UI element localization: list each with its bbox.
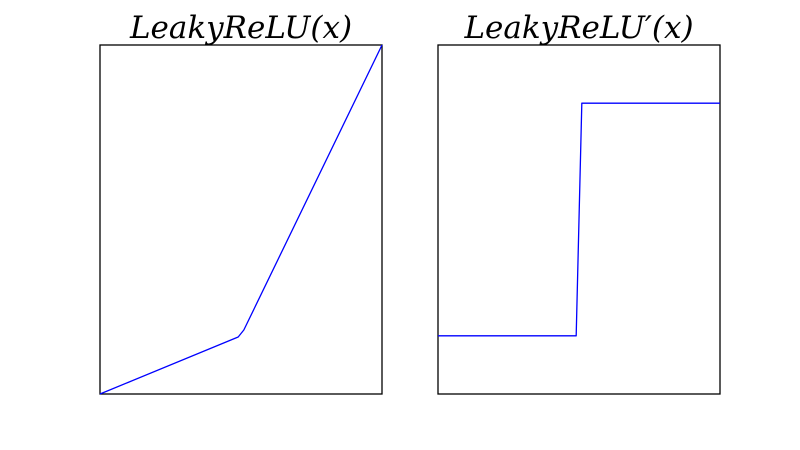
plot-frame [99,44,383,395]
series-line-leakyrelu-derivative [438,102,720,337]
chart-leakyrelu-derivative: LeakyReLU′(x) [437,10,721,395]
series-line-leakyrelu [99,44,383,395]
chart-title: LeakyReLU(x) [129,10,352,46]
plot-frame [437,44,721,395]
chart-leakyrelu: LeakyReLU(x) [99,10,383,395]
chart-title: LeakyReLU′(x) [463,10,693,46]
